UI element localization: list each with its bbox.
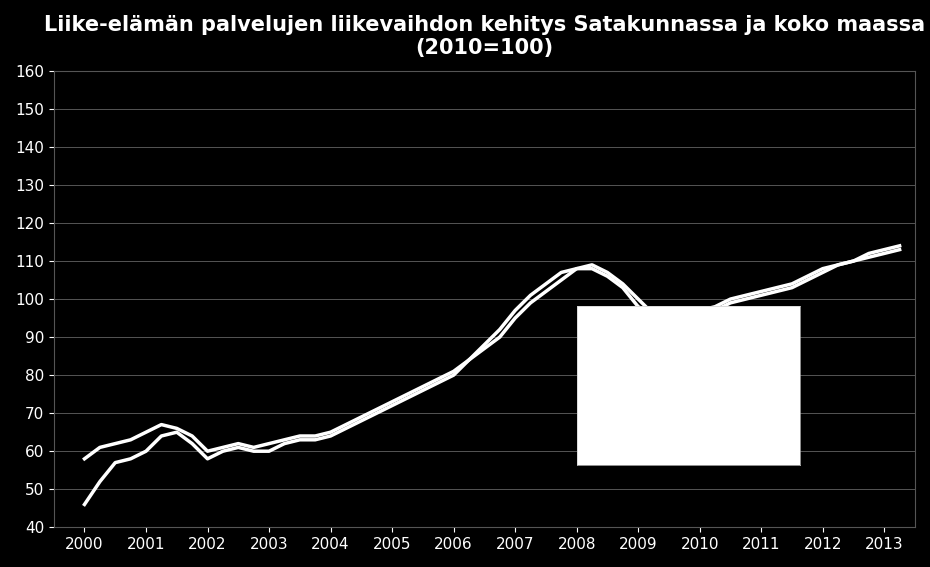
Title: Liike-elämän palvelujen liikevaihdon kehitys Satakunnassa ja koko maassa
(2010=1: Liike-elämän palvelujen liikevaihdon keh…: [44, 15, 925, 58]
